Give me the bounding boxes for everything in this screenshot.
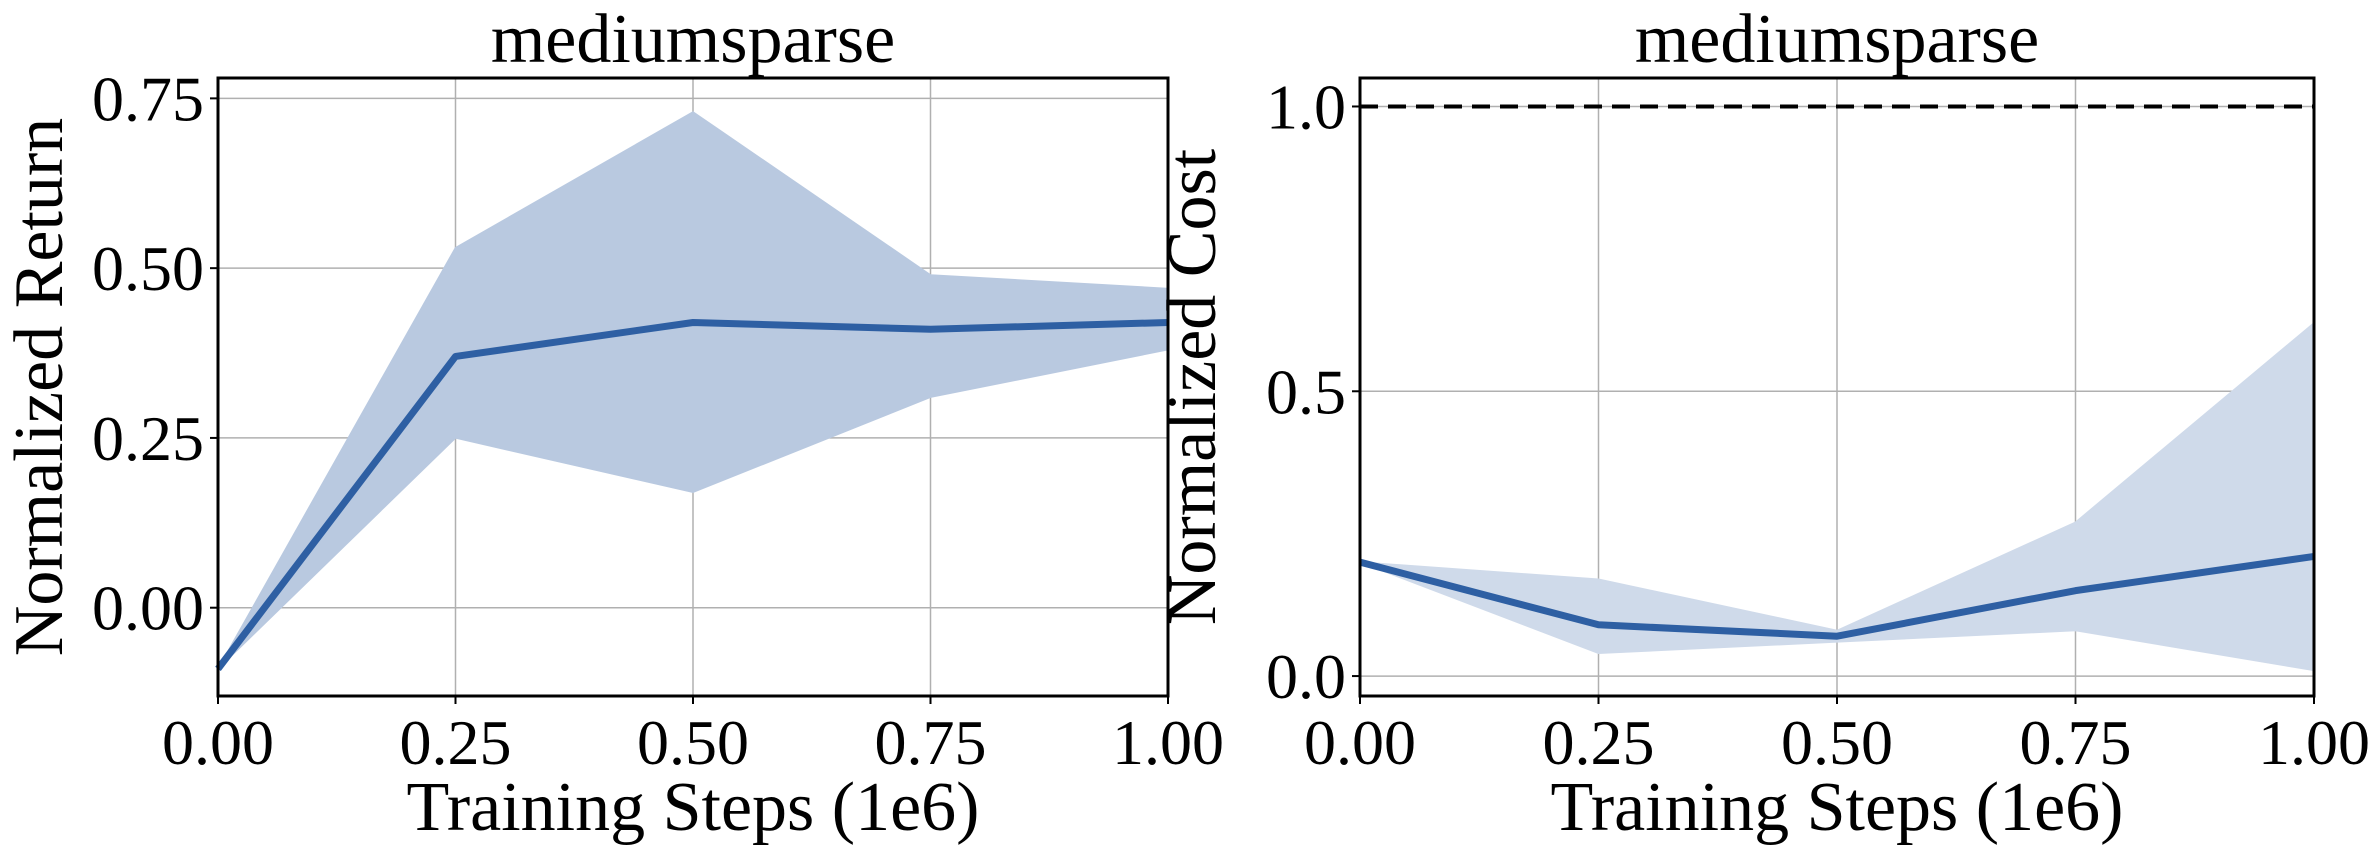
return-chart-x-tick-label: 0.50 bbox=[637, 707, 749, 778]
return-chart-x-tick-label: 1.00 bbox=[1112, 707, 1224, 778]
return-chart-y-tick-label: 0.00 bbox=[92, 573, 204, 644]
return-chart-x-ticks: 0.00 0.25 0.50 0.75 1.00 bbox=[162, 696, 1224, 778]
return-chart-y-tick-label: 0.50 bbox=[92, 233, 204, 304]
return-chart-x-tick-label: 0.25 bbox=[400, 707, 512, 778]
cost-chart-x-tick-label: 0.75 bbox=[2020, 707, 2132, 778]
cost-chart: mediumsparse 0.00 0.25 0.50 0.75 1.00 0.0 0.5… bbox=[1154, 1, 2370, 846]
cost-chart-x-tick-label: 0.50 bbox=[1781, 707, 1893, 778]
cost-chart-y-tick-label: 0.0 bbox=[1266, 641, 1346, 712]
cost-chart-mean-line bbox=[1359, 552, 2315, 640]
cost-chart-x-ticks: 0.00 0.25 0.50 0.75 1.00 bbox=[1304, 696, 2370, 778]
cost-chart-x-tick-label: 0.25 bbox=[1543, 707, 1655, 778]
cost-chart-title: mediumsparse bbox=[1635, 1, 2039, 78]
return-chart-mean-line bbox=[215, 318, 1169, 671]
return-chart-y-tick-label: 0.75 bbox=[92, 63, 204, 134]
cost-chart-lines bbox=[1359, 104, 2315, 640]
return-chart: mediumsparse 0.00 0.25 0.50 0.75 1.00 0.000.… bbox=[1, 1, 1224, 846]
cost-chart-x-label: Training Steps (1e6) bbox=[1551, 769, 2124, 846]
return-chart-x-tick-label: 0.00 bbox=[162, 707, 274, 778]
cost-chart-y-tick-label: 0.5 bbox=[1266, 356, 1346, 427]
cost-chart-x-tick-label: 1.00 bbox=[2258, 707, 2370, 778]
return-chart-y-tick-label: 0.25 bbox=[92, 403, 204, 474]
return-chart-x-tick-label: 0.75 bbox=[875, 707, 987, 778]
return-chart-lines bbox=[215, 318, 1169, 671]
return-chart-y-ticks: 0.00 0.25 0.50 0.75 bbox=[92, 63, 218, 644]
cost-chart-y-ticks: 0.0 0.5 1.0 bbox=[1266, 71, 1360, 712]
return-chart-title: mediumsparse bbox=[491, 1, 895, 78]
cost-chart-x-tick-label: 0.00 bbox=[1304, 707, 1416, 778]
return-chart-y-label: Normalized Return bbox=[1, 118, 78, 656]
return-chart-x-label: Training Steps (1e6) bbox=[407, 769, 980, 846]
cost-chart-y-tick-label: 1.0 bbox=[1266, 71, 1346, 142]
cost-chart-y-label: Normalized Cost bbox=[1154, 148, 1231, 625]
